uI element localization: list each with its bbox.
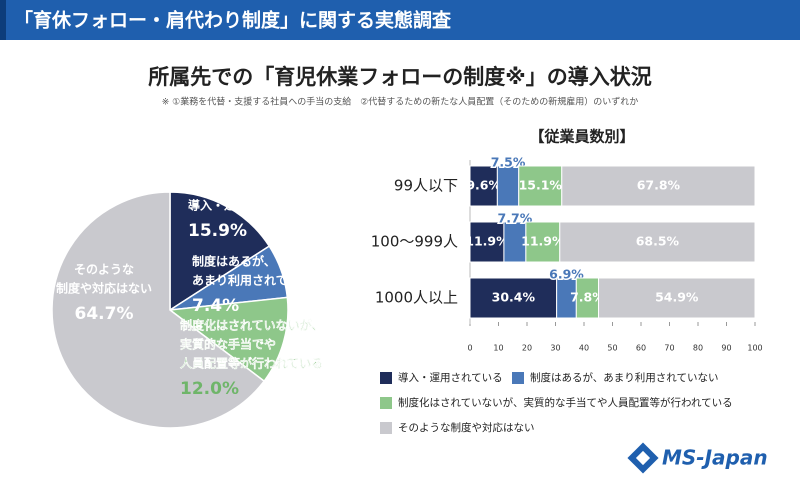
bar-segment [469, 277, 558, 319]
category-label: 100～999人 [371, 233, 458, 251]
slice-label: 制度はあるが、 [192, 254, 276, 269]
bar-value-label: 54.9% [655, 290, 699, 305]
legend-label: 制度はあるが、あまり利用されていない [530, 371, 718, 384]
bar-segment [561, 165, 756, 207]
bar-segment [559, 221, 756, 263]
bar-value-label: 7.7% [498, 211, 533, 226]
x-tick-label: 80 [693, 344, 703, 353]
slice-label: 制度化はされていないが、 [180, 318, 323, 333]
bar-value-label: 68.5% [636, 234, 680, 249]
x-tick-label: 0 [467, 344, 472, 353]
x-tick-label: 60 [636, 344, 646, 353]
pie-slice [168, 296, 289, 383]
header-title: 「育休フォロー・肩代わり制度」に関する実態調査 [14, 9, 452, 32]
slice-value: 64.7% [75, 304, 134, 324]
slice-label: あまり利用されていない [192, 273, 324, 288]
x-tick-label: 20 [522, 344, 532, 353]
legend-swatch [380, 422, 392, 434]
logo-text: MS-Japan [662, 446, 768, 470]
logo: MS-Japan [627, 442, 768, 474]
slice-value: 15.9% [188, 221, 247, 241]
legend-label: そのような制度や対応はない [398, 421, 535, 434]
category-label: 99人以下 [394, 177, 458, 195]
bar-value-label: 67.8% [637, 178, 681, 193]
slice-label: 実質的な手当でや [180, 337, 276, 352]
bar-segment [598, 277, 756, 319]
x-tick-label: 90 [721, 344, 731, 353]
legend-swatch [512, 372, 524, 384]
slice-label: 導入・運用されている [188, 198, 308, 213]
x-tick-label: 100 [747, 344, 762, 353]
pie-slice [51, 191, 266, 429]
bar-value-label: 11.9% [521, 234, 565, 249]
chart-subtitle: ※ ①業務を代替・支援する社員への手当の支給 ②代替するための新たな人員配置（そ… [162, 96, 639, 108]
chart-title: 所属先での「育児休業フォローの制度※」の導入状況 [148, 65, 651, 89]
slice-value: 12.0% [180, 379, 239, 399]
pie-slice [169, 191, 271, 312]
slice-value: 7.4% [192, 296, 239, 316]
slice-label: 人員配置等が行われている [180, 356, 323, 371]
bar-segment [469, 165, 498, 207]
bar-value-label: 11.9% [465, 234, 509, 249]
x-tick-label: 40 [579, 344, 589, 353]
legend-swatch [380, 397, 392, 409]
bar-segment [496, 165, 520, 207]
bar-value-label: 30.4% [492, 290, 536, 305]
header-bar [0, 0, 800, 40]
legend-label: 制度化はされていないが、実質的な手当てや人員配置等が行われている [398, 396, 733, 409]
header-accent [0, 0, 6, 40]
logo-icon-inner [635, 450, 651, 466]
bar-title: 【従業員数別】 [529, 128, 634, 146]
bar-value-label: 9.6% [466, 178, 501, 193]
bar-value-label: 7.5% [491, 155, 526, 170]
x-tick-label: 10 [493, 344, 503, 353]
legend-label: 導入・運用されている [398, 371, 503, 384]
x-tick-label: 50 [607, 344, 617, 353]
x-tick-label: 70 [664, 344, 674, 353]
x-tick-label: 30 [550, 344, 560, 353]
bar-value-label: 7.8% [570, 290, 605, 305]
slice-label: そのような [74, 263, 134, 277]
category-label: 1000人以上 [375, 289, 458, 307]
slice-label: 制度や対応はない [56, 281, 152, 296]
legend-swatch [380, 372, 392, 384]
bar-value-label: 15.1% [519, 178, 563, 193]
